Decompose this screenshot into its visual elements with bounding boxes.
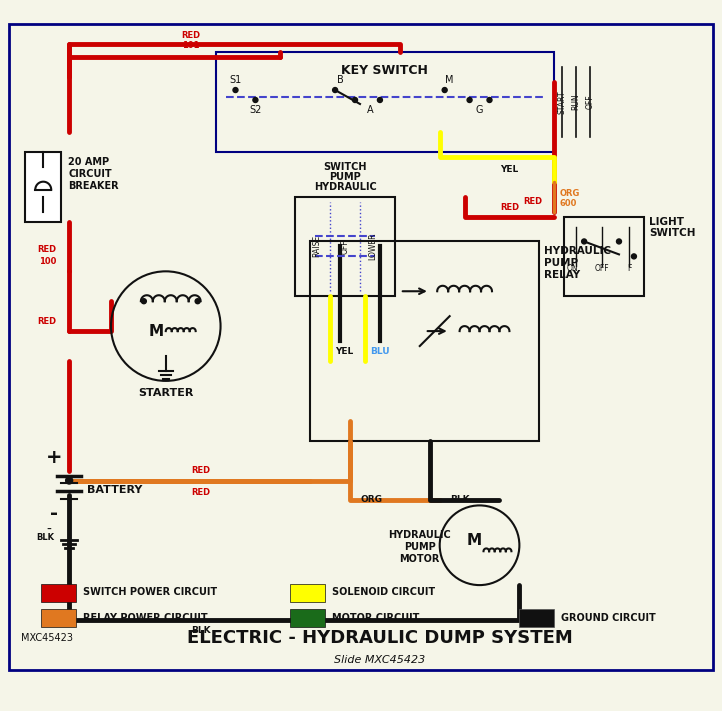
Circle shape xyxy=(66,477,73,484)
Text: MOTOR: MOTOR xyxy=(399,554,440,565)
Text: M: M xyxy=(148,324,163,338)
Circle shape xyxy=(352,97,357,102)
Text: ELECTRIC - HYDRAULIC DUMP SYSTEM: ELECTRIC - HYDRAULIC DUMP SYSTEM xyxy=(187,629,573,647)
Circle shape xyxy=(632,254,636,259)
Bar xyxy=(41,609,76,627)
Text: A: A xyxy=(367,105,373,115)
Text: BLK: BLK xyxy=(450,496,469,504)
Text: ORG: ORG xyxy=(560,189,580,198)
Circle shape xyxy=(333,87,338,92)
Bar xyxy=(216,52,554,152)
Text: RED: RED xyxy=(523,197,542,206)
Bar xyxy=(519,609,554,627)
Text: LIGHT: LIGHT xyxy=(649,217,684,227)
Text: LOWER: LOWER xyxy=(368,232,378,260)
Text: RELAY POWER CIRCUIT: RELAY POWER CIRCUIT xyxy=(83,613,208,623)
Text: 101: 101 xyxy=(182,41,199,50)
Text: BLK: BLK xyxy=(36,533,54,542)
Circle shape xyxy=(467,97,472,102)
Text: B: B xyxy=(336,75,344,85)
Text: RED: RED xyxy=(181,31,200,41)
Text: RED: RED xyxy=(191,466,210,474)
Text: ORG: ORG xyxy=(360,496,382,504)
Text: RUN: RUN xyxy=(572,94,580,110)
Text: SWITCH: SWITCH xyxy=(323,161,367,172)
Text: SOLENOID CIRCUIT: SOLENOID CIRCUIT xyxy=(332,587,435,597)
Text: SWITCH: SWITCH xyxy=(649,228,695,238)
Bar xyxy=(310,242,539,441)
Text: OFF: OFF xyxy=(586,95,595,109)
Text: PUMP: PUMP xyxy=(544,258,578,268)
Text: CIRCUIT: CIRCUIT xyxy=(68,169,112,178)
Text: HYDRAULIC: HYDRAULIC xyxy=(544,247,612,257)
Text: HYDRAULIC: HYDRAULIC xyxy=(313,181,376,192)
Bar xyxy=(25,152,61,222)
Text: MXC45423: MXC45423 xyxy=(22,633,74,643)
Text: ON: ON xyxy=(566,264,578,273)
Text: BREAKER: BREAKER xyxy=(68,181,119,191)
Text: OFF: OFF xyxy=(341,239,349,254)
Text: STARTER: STARTER xyxy=(138,388,193,398)
Text: RELAY: RELAY xyxy=(544,270,580,280)
Bar xyxy=(290,609,325,627)
Text: M: M xyxy=(467,533,482,547)
Text: RAISE: RAISE xyxy=(313,235,322,257)
Text: SWITCH POWER CIRCUIT: SWITCH POWER CIRCUIT xyxy=(83,587,217,597)
Text: YEL: YEL xyxy=(500,165,518,173)
Bar xyxy=(295,197,395,296)
Bar xyxy=(290,584,325,602)
Text: 100: 100 xyxy=(39,257,56,266)
Text: YEL: YEL xyxy=(335,346,353,356)
Bar xyxy=(41,584,76,602)
Text: RED: RED xyxy=(191,488,210,498)
Circle shape xyxy=(487,97,492,102)
Circle shape xyxy=(378,97,383,102)
Text: GROUND CIRCUIT: GROUND CIRCUIT xyxy=(561,613,656,623)
Circle shape xyxy=(233,87,238,92)
Text: G: G xyxy=(476,105,483,115)
Circle shape xyxy=(253,97,258,102)
Text: -: - xyxy=(51,504,58,523)
Text: S2: S2 xyxy=(249,105,261,115)
Text: BLU: BLU xyxy=(370,346,390,356)
Circle shape xyxy=(442,87,447,92)
Text: RED: RED xyxy=(37,245,56,254)
Text: HYDRAULIC: HYDRAULIC xyxy=(388,530,451,540)
Bar xyxy=(564,217,644,296)
Text: M: M xyxy=(445,75,454,85)
Circle shape xyxy=(142,299,147,304)
Text: -: - xyxy=(47,523,52,538)
Text: START: START xyxy=(557,90,567,114)
Text: PUMP: PUMP xyxy=(404,542,435,552)
Text: RED: RED xyxy=(37,316,56,326)
Text: MOTOR CIRCUIT: MOTOR CIRCUIT xyxy=(332,613,419,623)
Text: S1: S1 xyxy=(230,75,242,85)
Text: Slide MXC45423: Slide MXC45423 xyxy=(334,655,425,665)
Text: BLK: BLK xyxy=(191,626,210,635)
Text: KEY SWITCH: KEY SWITCH xyxy=(342,64,428,77)
Text: +: + xyxy=(46,448,63,467)
Text: 20 AMP: 20 AMP xyxy=(68,156,109,167)
Text: BATTERY: BATTERY xyxy=(87,486,142,496)
Circle shape xyxy=(195,299,200,304)
Text: RED: RED xyxy=(500,203,519,212)
Circle shape xyxy=(617,239,622,244)
Text: F: F xyxy=(627,264,631,273)
Text: OFF: OFF xyxy=(595,264,609,273)
Text: PUMP: PUMP xyxy=(329,171,361,182)
Circle shape xyxy=(582,239,586,244)
Text: 600: 600 xyxy=(560,199,577,208)
